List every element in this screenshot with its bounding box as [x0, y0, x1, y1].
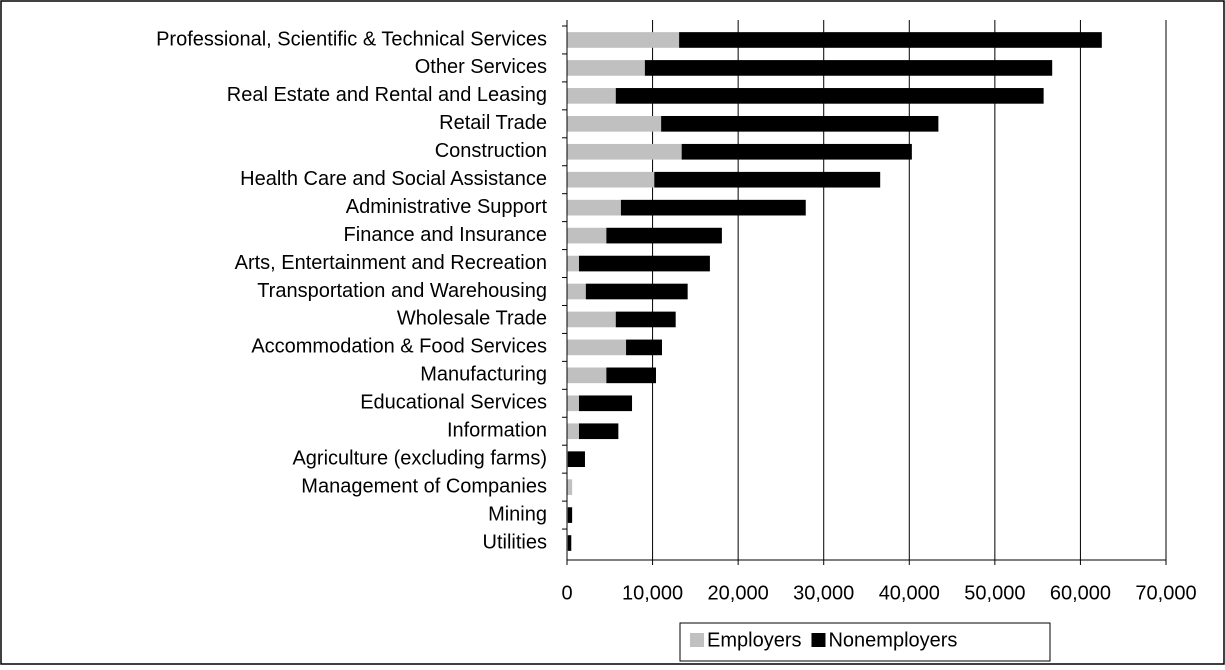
- y-tick-label: Finance and Insurance: [344, 224, 547, 246]
- bar-segment: [567, 339, 627, 356]
- bar-segment: [567, 60, 645, 76]
- bar-segment: [615, 88, 1044, 104]
- y-tick-label: Information: [447, 420, 547, 442]
- y-tick-label: Real Estate and Rental and Leasing: [227, 84, 547, 106]
- x-tick-label: 50,000: [964, 582, 1025, 604]
- bar-segment: [567, 255, 579, 272]
- bar-segment: [567, 88, 616, 104]
- x-tick-label: 40,000: [879, 582, 940, 604]
- bar-segment: [578, 423, 619, 440]
- legend-swatch: [811, 633, 826, 647]
- y-tick-label: Arts, Entertainment and Recreation: [235, 252, 547, 274]
- bar-segment: [567, 115, 662, 132]
- bar-segment: [578, 395, 633, 412]
- x-tick-label: 70,000: [1135, 582, 1196, 604]
- bar-segment: [606, 227, 722, 244]
- bar-segment: [567, 199, 621, 216]
- bar-segment: [567, 283, 586, 300]
- y-tick-label: Accommodation & Food Services: [251, 336, 547, 358]
- y-tick-label: Retail Trade: [439, 112, 547, 134]
- bar-segment: [654, 171, 881, 188]
- y-tick-label: Construction: [435, 140, 547, 162]
- x-tick-label: 60,000: [1050, 582, 1111, 604]
- bar-segment: [567, 535, 572, 551]
- bar-segment: [615, 311, 676, 328]
- x-tick-label: 20,000: [708, 582, 769, 604]
- x-tick-label: 0: [561, 582, 572, 604]
- y-tick-label: Utilities: [483, 531, 547, 553]
- bar-segment: [578, 255, 710, 272]
- bar-segment: [567, 395, 579, 412]
- bar-segment: [567, 143, 682, 160]
- bar-segment: [661, 115, 939, 132]
- bar-segment: [567, 451, 585, 468]
- y-tick-label: Mining: [488, 503, 547, 525]
- bar-segment: [567, 311, 616, 328]
- y-tick-label: Manufacturing: [420, 364, 547, 386]
- y-tick-label: Professional, Scientific & Technical Ser…: [156, 28, 547, 50]
- y-tick-label: Management of Companies: [301, 475, 547, 497]
- y-tick-label: Educational Services: [360, 392, 547, 414]
- legend-box: [679, 622, 1051, 662]
- y-tick-label: Wholesale Trade: [397, 308, 547, 330]
- legend-swatch: [690, 633, 704, 647]
- legend-label: Employers: [707, 629, 801, 651]
- y-tick-label: Other Services: [415, 56, 547, 78]
- y-tick-label: Transportation and Warehousing: [257, 280, 547, 302]
- bar-segment: [620, 199, 806, 216]
- bar-segment: [679, 32, 1102, 48]
- bar-segment: [567, 507, 573, 523]
- x-tick-label: 10,000: [622, 582, 683, 604]
- bar-segment: [585, 283, 688, 300]
- bar-segment: [626, 339, 662, 356]
- y-tick-label: Health Care and Social Assistance: [240, 168, 547, 190]
- bar-segment: [644, 60, 1053, 76]
- bar-segment: [567, 367, 607, 384]
- bar-segment: [606, 367, 656, 384]
- x-tick-label: 30,000: [793, 582, 854, 604]
- bar-segment: [567, 423, 579, 440]
- legend-label: Nonemployers: [828, 629, 957, 651]
- bar-segment: [567, 171, 655, 188]
- y-tick-label: Administrative Support: [346, 196, 548, 218]
- bar-segment: [567, 32, 680, 48]
- bar-segment: [681, 143, 912, 160]
- bar-segment: [567, 227, 607, 244]
- y-tick-label: Agriculture (excluding farms): [292, 447, 547, 469]
- bar-segment: [567, 479, 573, 495]
